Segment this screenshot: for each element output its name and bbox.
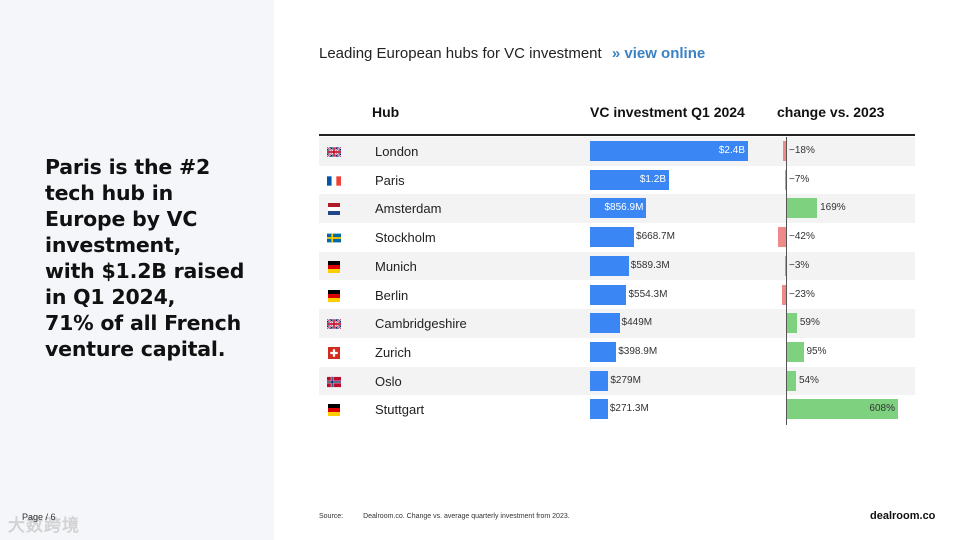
investment-label: $2.4B (718, 145, 745, 156)
change-bar (784, 169, 786, 190)
table-row: Stockholm $668.7M −42% (319, 223, 915, 252)
table-row: London $2.4B −18% (319, 137, 915, 166)
change-label: 169% (820, 202, 846, 214)
investment-label: $589.3M (630, 259, 670, 271)
investment-bar (590, 198, 647, 219)
change-label: −42% (789, 231, 815, 243)
change-label: 95% (806, 345, 827, 357)
hub-name: Zurich (375, 344, 412, 360)
investment-label: $449M (621, 317, 653, 329)
change-bar (781, 284, 786, 305)
chart-title: Leading European hubs for VC investment … (319, 45, 705, 62)
hub-name: Berlin (375, 287, 409, 303)
chart-title-text: Leading European hubs for VC investment (319, 45, 602, 62)
view-online-link[interactable]: » view online (611, 45, 706, 62)
source-text: Dealroom.co. Change vs. average quarterl… (363, 513, 570, 520)
hub-name: Stuttgart (375, 402, 425, 418)
investment-label: $554.3M (628, 288, 668, 300)
norway-flag-icon (327, 375, 341, 387)
table-row: Stuttgart $271.3M 608% (319, 395, 915, 424)
investment-bar (590, 399, 608, 420)
headline-line: venture capital. (45, 337, 226, 361)
investment-label: $1.2B (639, 173, 666, 185)
hub-name: Munich (375, 258, 417, 274)
investment-bar (590, 255, 629, 276)
table-row: Berlin $554.3M −23% (319, 281, 915, 310)
investment-bar (590, 227, 635, 248)
hub-name: Oslo (375, 373, 402, 389)
investment-bar (590, 141, 748, 161)
column-header-hub: Hub (372, 104, 400, 120)
change-bar (785, 255, 786, 276)
brand-logo: dealroom.co (870, 510, 936, 522)
headline-line: with $1.2B raised (45, 259, 245, 283)
investment-label: $856.9M (604, 202, 644, 214)
source-label: Source: (319, 513, 344, 520)
investment-bar (590, 284, 627, 305)
change-label: 59% (799, 317, 820, 329)
table-row: Munich $589.3M −3% (319, 251, 915, 281)
investment-label: $398.9M (618, 345, 658, 357)
uk-flag-icon (326, 317, 342, 330)
netherlands-flag-icon (327, 202, 341, 216)
uk-flag-icon (326, 145, 342, 158)
column-header-change: change vs. 2023 (777, 104, 885, 120)
hub-name: Stockholm (375, 230, 436, 246)
change-bar (786, 313, 797, 334)
investment-bar (590, 169, 669, 190)
headline-line: tech hub in (45, 181, 174, 205)
change-label: −23% (789, 288, 815, 300)
germany-flag-icon (327, 260, 341, 273)
sweden-flag-icon (327, 231, 341, 243)
change-label: −3% (789, 259, 810, 271)
investment-label: $271.3M (609, 403, 649, 415)
table-row: Zurich $398.9M 95% (319, 338, 915, 367)
change-label: −18% (789, 145, 815, 156)
investment-bar (590, 370, 609, 391)
table-row: Cambridgeshire $449M 59% (319, 309, 915, 338)
left-panel (0, 0, 274, 540)
change-zero-axis (786, 137, 787, 425)
page-number: Page / 6 (22, 512, 56, 522)
germany-flag-icon (327, 403, 341, 417)
change-bar (786, 399, 898, 420)
hub-table: London $2.4B −18% Paris $1.2B −7% Amsterdam $85… (319, 137, 915, 425)
hub-name: Cambridgeshire (375, 316, 467, 332)
table-row: Oslo $279M 54% (319, 366, 915, 396)
hub-name: London (375, 144, 419, 159)
investment-label: $668.7M (636, 231, 675, 243)
change-label: 608% (869, 403, 895, 415)
france-flag-icon (327, 174, 341, 186)
switzerland-flag-icon (327, 346, 341, 359)
investment-bar (590, 341, 617, 362)
table-row: Amsterdam $856.9M 169% (319, 194, 915, 224)
watermark: 大数跨境 (8, 516, 80, 535)
headline-line: Paris is the #2 (45, 155, 211, 179)
change-bar (786, 370, 796, 391)
change-label: 54% (798, 374, 819, 386)
header-rule (319, 134, 915, 136)
hub-name: Paris (375, 172, 405, 188)
headline: Paris is the #2 tech hub in Europe by VC in… (45, 154, 260, 362)
investment-label: $279M (610, 374, 641, 386)
change-bar (778, 227, 786, 248)
table-row: Paris $1.2B −7% (319, 166, 915, 195)
change-label: −7% (789, 173, 810, 185)
hub-name: Amsterdam (375, 201, 442, 217)
column-header-investment: VC investment Q1 2024 (590, 104, 745, 120)
headline-line: 71% of all French (45, 311, 242, 335)
headline-line: investment, (45, 233, 182, 257)
investment-bar (590, 313, 620, 334)
source-note: Source: Dealroom.co. Change vs. average … (319, 513, 570, 520)
headline-line: Europe by VC (45, 207, 198, 231)
change-bar (782, 141, 786, 161)
headline-line: in Q1 2024, (45, 285, 176, 309)
change-bar (786, 198, 818, 219)
germany-flag-icon (327, 289, 341, 302)
change-bar (786, 341, 804, 362)
